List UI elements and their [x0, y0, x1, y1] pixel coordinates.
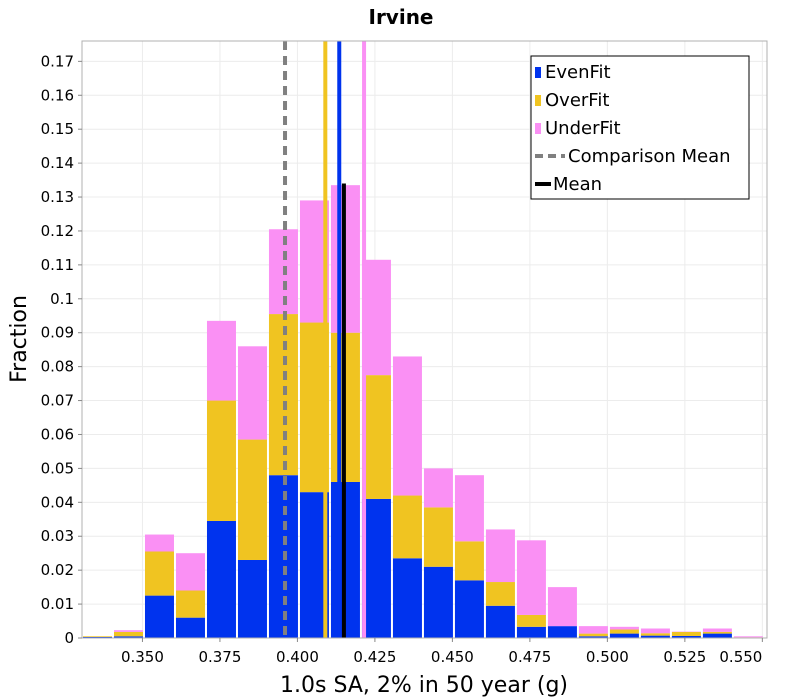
bar-underfit-14	[516, 540, 546, 615]
bar-underfit-11	[423, 468, 453, 508]
legend-swatch-underfit	[535, 123, 541, 134]
x-tick-label-5: 0.475	[508, 648, 551, 666]
bar-evenfit-9	[361, 498, 391, 638]
chart-title: Irvine	[369, 5, 434, 29]
bar-underfit-17	[609, 626, 639, 630]
bar-evenfit-0	[83, 636, 112, 638]
y-tick-label-11: 0.11	[41, 256, 74, 274]
bar-overfit-12	[454, 541, 484, 581]
y-tick-label-7: 0.07	[41, 392, 74, 410]
bar-evenfit-4	[206, 520, 236, 638]
y-tick-label-9: 0.09	[41, 324, 74, 342]
y-tick-label-13: 0.13	[41, 188, 74, 206]
y-tick-label-1: 0.01	[41, 595, 74, 613]
y-tick-label-8: 0.08	[41, 358, 74, 376]
bar-overfit-4	[206, 400, 236, 521]
legend-label-evenfit: EvenFit	[545, 62, 611, 83]
y-tick-label-12: 0.12	[41, 222, 74, 240]
bar-overfit-13	[485, 582, 515, 606]
y-axis-ticks: 0 0.01 0.02 0.03 0.04 0.05 0.06 0.07 0.08 0.09 0.1…	[41, 52, 82, 647]
bar-overfit-10	[392, 495, 422, 559]
bar-overfit-18	[640, 633, 670, 636]
bar-underfit-10	[392, 356, 422, 496]
bar-evenfit-2	[144, 595, 174, 638]
bar-evenfit-14	[516, 626, 546, 638]
x-tick-label-1: 0.375	[198, 648, 241, 666]
bar-underfit-21	[733, 636, 763, 638]
mean-lines	[283, 41, 367, 638]
bar-evenfit-12	[454, 580, 484, 638]
y-tick-label-0: 0	[64, 629, 74, 647]
y-tick-label-16: 0.16	[41, 86, 74, 104]
bar-evenfit-13	[485, 605, 515, 638]
x-tick-label-6: 0.500	[586, 648, 629, 666]
legend: EvenFit OverFit UnderFit Comparison Mean Mea…	[530, 55, 750, 200]
bar-overfit-17	[609, 629, 639, 634]
bar-underfit-4	[206, 320, 236, 401]
bar-overfit-0	[83, 636, 112, 637]
bar-underfit-3	[175, 553, 205, 591]
x-tick-label-2: 0.400	[276, 648, 319, 666]
legend-swatch-evenfit	[535, 67, 541, 78]
plot-frame	[81, 40, 768, 639]
bar-underfit-1	[113, 630, 143, 632]
bar-overfit-14	[516, 614, 546, 627]
bar-evenfit-11	[423, 566, 453, 638]
x-tick-label-0: 0.350	[121, 648, 164, 666]
bar-evenfit-16	[578, 636, 608, 638]
x-tick-label-7: 0.525	[663, 648, 706, 666]
legend-label-underfit: UnderFit	[545, 118, 621, 139]
bar-underfit-18	[640, 628, 670, 634]
y-tick-label-3: 0.03	[41, 527, 74, 545]
bar-evenfit-18	[640, 635, 670, 638]
bar-overfit-20	[702, 631, 732, 634]
y-tick-label-2: 0.02	[41, 561, 74, 579]
bar-evenfit-3	[175, 617, 205, 638]
legend-swatch-overfit	[535, 95, 541, 106]
x-tick-label-4: 0.450	[431, 648, 474, 666]
y-axis-label: Fraction	[7, 295, 32, 383]
x-axis-ticks: 0.350 0.375 0.400 0.425 0.450 0.475 0.500 0.525…	[121, 638, 763, 666]
bar-evenfit-20	[702, 633, 732, 638]
bar-overfit-3	[175, 590, 205, 618]
bar-underfit-9	[361, 259, 391, 376]
bar-underfit-20	[702, 628, 732, 632]
bar-overfit-19	[671, 631, 701, 636]
bar-evenfit-15	[547, 626, 577, 638]
y-tick-label-10: 0.1	[50, 290, 74, 308]
legend-label-mean: Mean	[553, 174, 602, 195]
x-tick-label-3: 0.425	[353, 648, 396, 666]
bar-evenfit-5	[237, 559, 267, 638]
x-axis-label: 1.0s SA, 2% in 50 year (g)	[280, 673, 568, 698]
y-tick-label-6: 0.06	[41, 425, 74, 443]
bar-underfit-2	[144, 534, 174, 552]
bar-underfit-5	[237, 346, 267, 440]
bar-evenfit-19	[671, 635, 701, 638]
bar-underfit-12	[454, 475, 484, 542]
bar-underfit-16	[578, 626, 608, 634]
legend-label-comparison-mean: Comparison Mean	[568, 146, 731, 167]
y-tick-label-15: 0.15	[41, 120, 74, 138]
legend-label-overfit: OverFit	[545, 90, 609, 111]
stacked-bars	[83, 185, 763, 638]
x-tick-label-8: 0.550	[719, 648, 762, 666]
y-tick-label-4: 0.04	[41, 493, 74, 511]
legend-box	[530, 55, 750, 200]
bar-evenfit-10	[392, 558, 422, 638]
bar-overfit-1	[113, 631, 143, 637]
y-tick-label-14: 0.14	[41, 154, 74, 172]
bar-overfit-5	[237, 439, 267, 560]
bar-overfit-2	[144, 551, 174, 596]
bar-underfit-13	[485, 529, 515, 583]
bar-overfit-9	[361, 375, 391, 499]
bar-overfit-16	[578, 633, 608, 637]
y-tick-label-5: 0.05	[41, 459, 74, 477]
bar-underfit-15	[547, 587, 577, 627]
bar-evenfit-17	[609, 633, 639, 638]
bar-evenfit-1	[113, 636, 143, 638]
y-tick-label-17: 0.17	[41, 52, 74, 70]
bar-overfit-11	[423, 507, 453, 567]
